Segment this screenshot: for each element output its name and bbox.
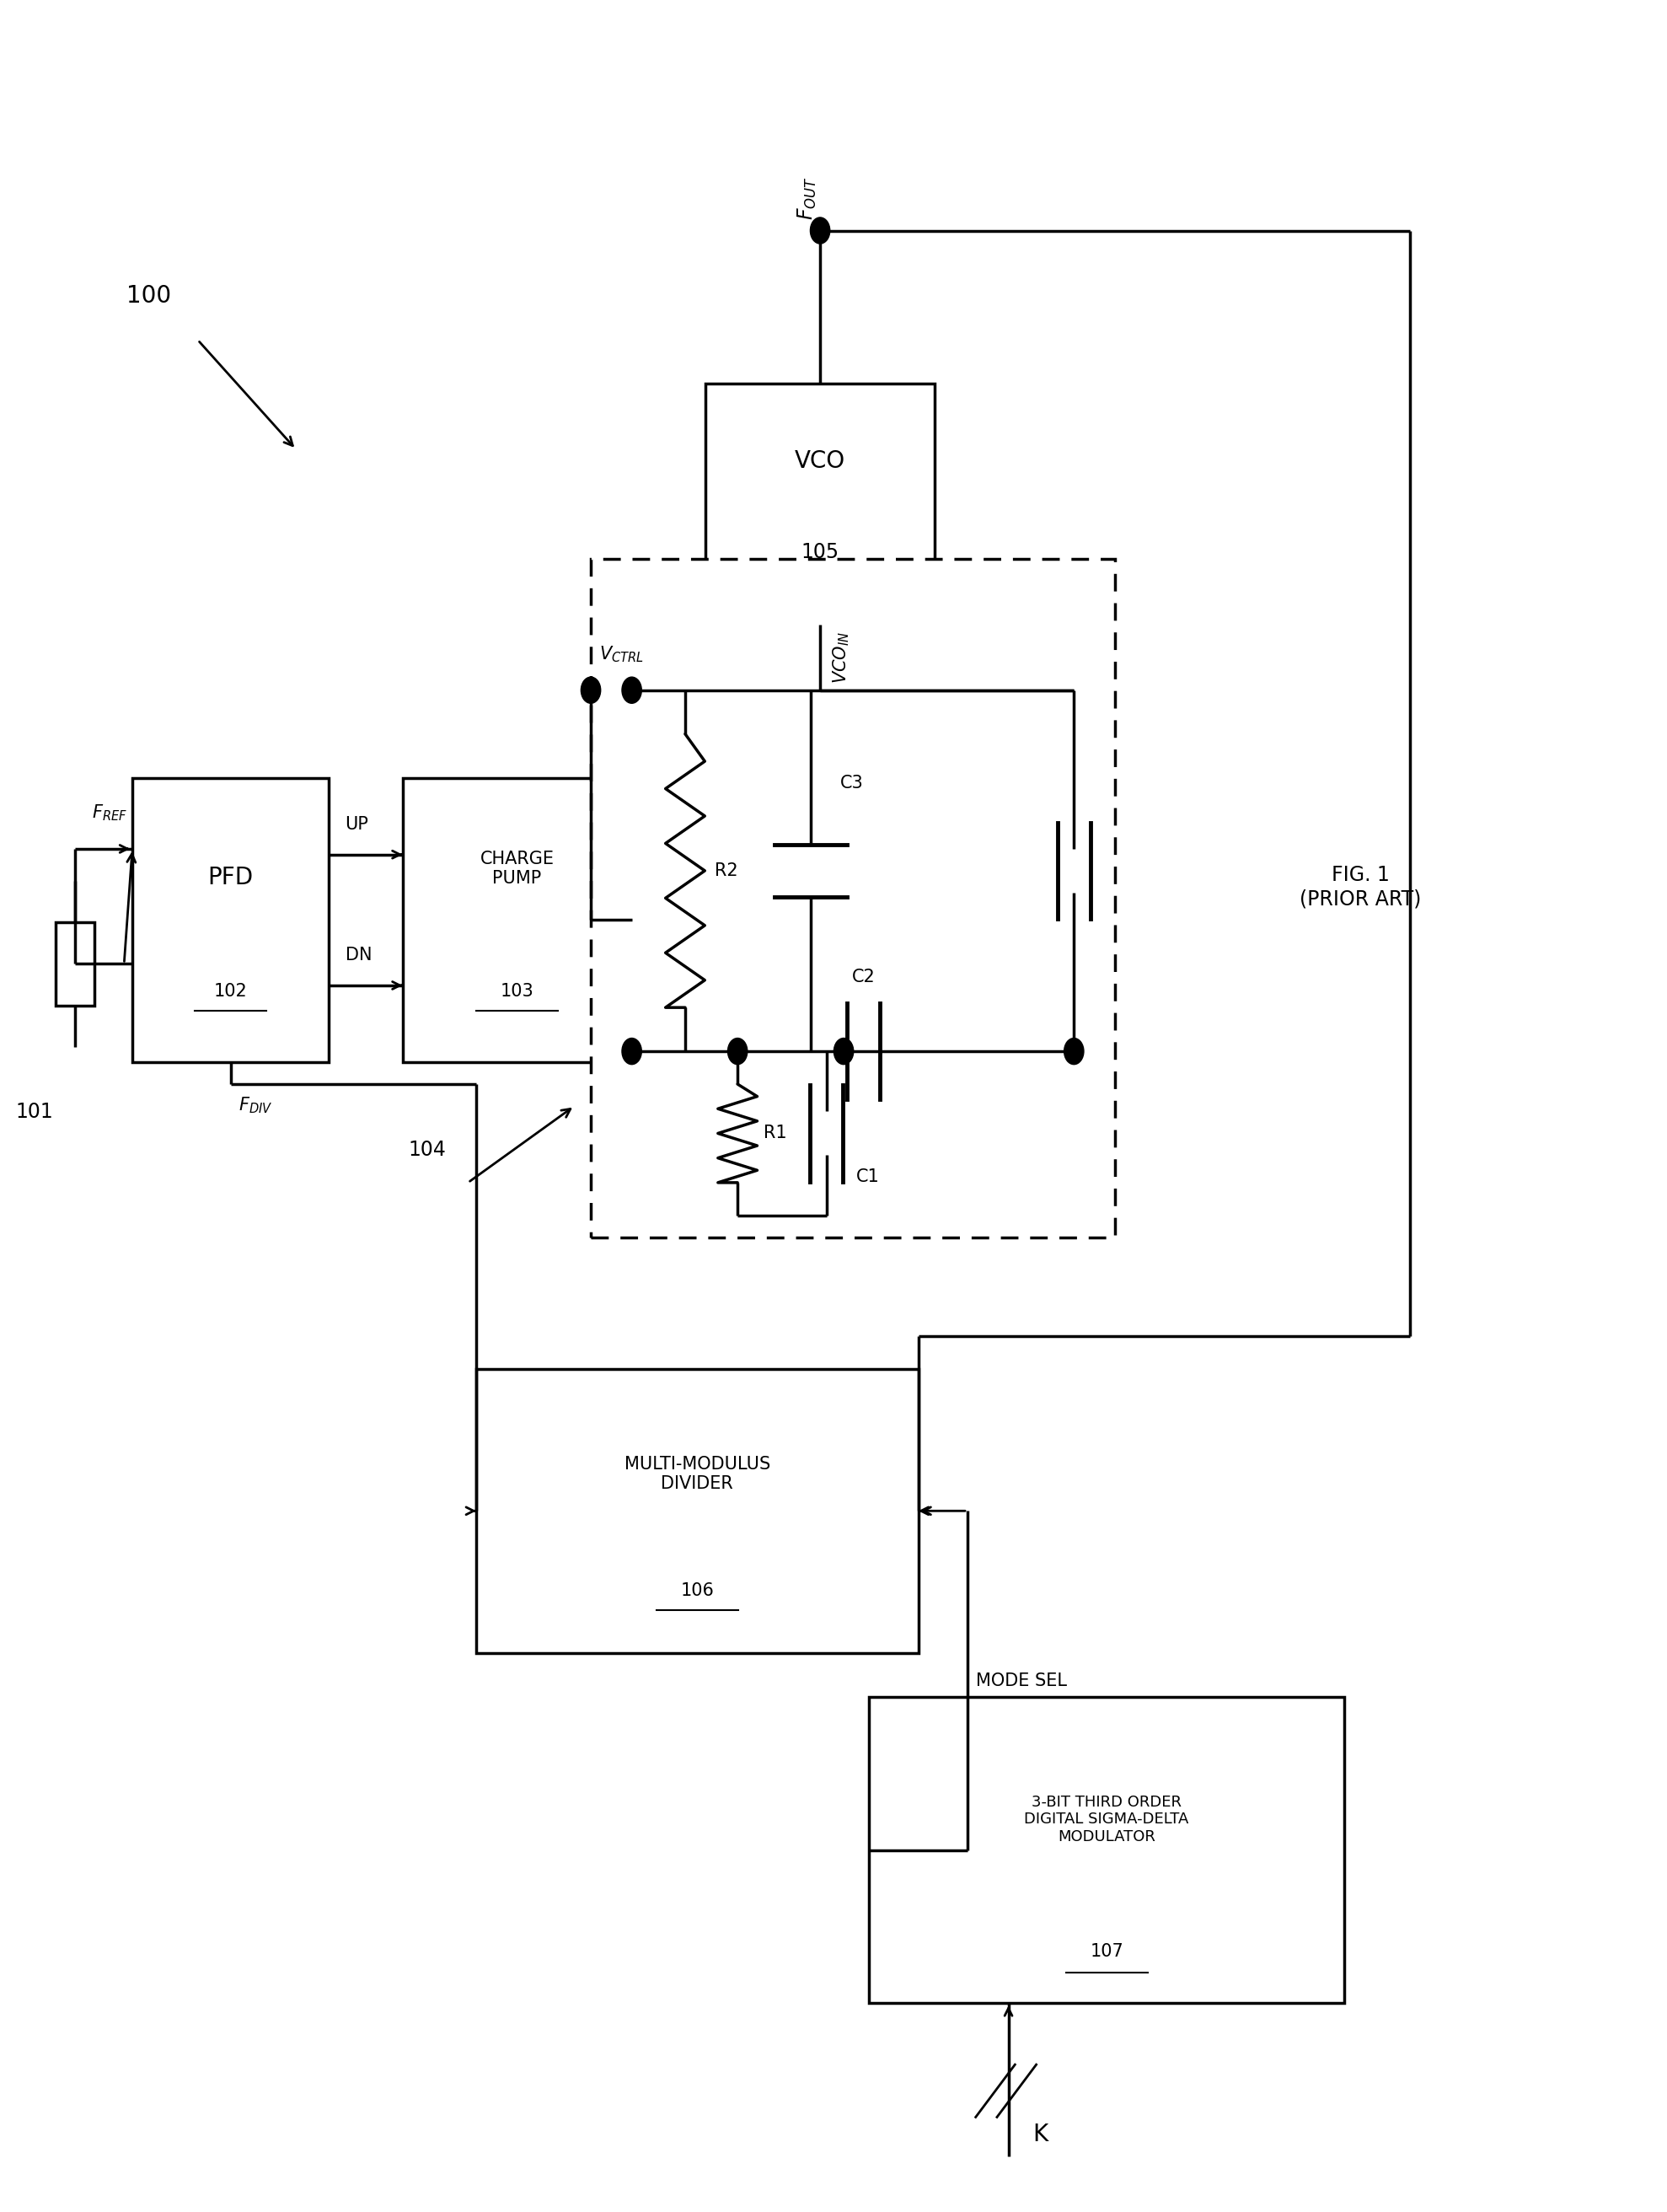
Text: K: K (1034, 2124, 1049, 2146)
Text: C2: C2 (852, 969, 875, 987)
Text: C1: C1 (857, 1168, 880, 1186)
Circle shape (728, 1037, 747, 1064)
Bar (477, 1369, 919, 1652)
Text: VCO: VCO (795, 449, 845, 473)
Bar (590, 560, 1115, 1237)
Bar (402, 779, 632, 1062)
Bar (132, 779, 328, 1062)
Text: 106: 106 (680, 1582, 713, 1599)
Text: 107: 107 (1090, 1942, 1124, 1960)
Text: $VCO_{IN}$: $VCO_{IN}$ (832, 630, 852, 684)
Text: 105: 105 (802, 542, 839, 562)
Circle shape (622, 677, 642, 703)
Bar (869, 1697, 1344, 2004)
Bar (705, 383, 935, 624)
Text: 103: 103 (500, 982, 533, 1000)
Circle shape (1064, 1037, 1084, 1064)
Text: FIG. 1
(PRIOR ART): FIG. 1 (PRIOR ART) (1300, 865, 1422, 909)
Text: $F_{DIV}$: $F_{DIV}$ (238, 1095, 273, 1115)
Text: UP: UP (345, 816, 368, 832)
Circle shape (582, 677, 600, 703)
Text: MULTI-MODULUS
DIVIDER: MULTI-MODULUS DIVIDER (623, 1455, 770, 1493)
Text: R2: R2 (715, 863, 738, 878)
Text: MODE SEL: MODE SEL (975, 1672, 1067, 1690)
Text: CHARGE
PUMP: CHARGE PUMP (480, 852, 553, 887)
Text: 100: 100 (127, 285, 172, 307)
Text: $F_{REF}$: $F_{REF}$ (92, 803, 127, 823)
Text: 101: 101 (15, 1102, 53, 1121)
Text: R1: R1 (763, 1126, 787, 1141)
Circle shape (834, 1037, 854, 1064)
Text: DN: DN (345, 947, 372, 964)
Bar (55, 922, 95, 1004)
Text: C3: C3 (840, 774, 864, 792)
Circle shape (810, 217, 830, 243)
Text: 102: 102 (213, 982, 247, 1000)
Text: PFD: PFD (208, 865, 253, 889)
Text: 104: 104 (408, 1139, 447, 1159)
Text: $V_{CTRL}$: $V_{CTRL}$ (598, 644, 643, 664)
Text: 3-BIT THIRD ORDER
DIGITAL SIGMA-DELTA
MODULATOR: 3-BIT THIRD ORDER DIGITAL SIGMA-DELTA MO… (1024, 1794, 1189, 1845)
Text: $F_{OUT}$: $F_{OUT}$ (795, 177, 818, 219)
Circle shape (622, 1037, 642, 1064)
